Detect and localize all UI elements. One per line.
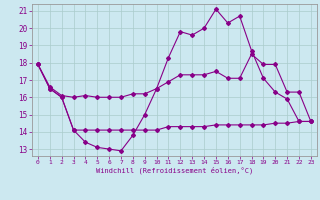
X-axis label: Windchill (Refroidissement éolien,°C): Windchill (Refroidissement éolien,°C): [96, 167, 253, 174]
